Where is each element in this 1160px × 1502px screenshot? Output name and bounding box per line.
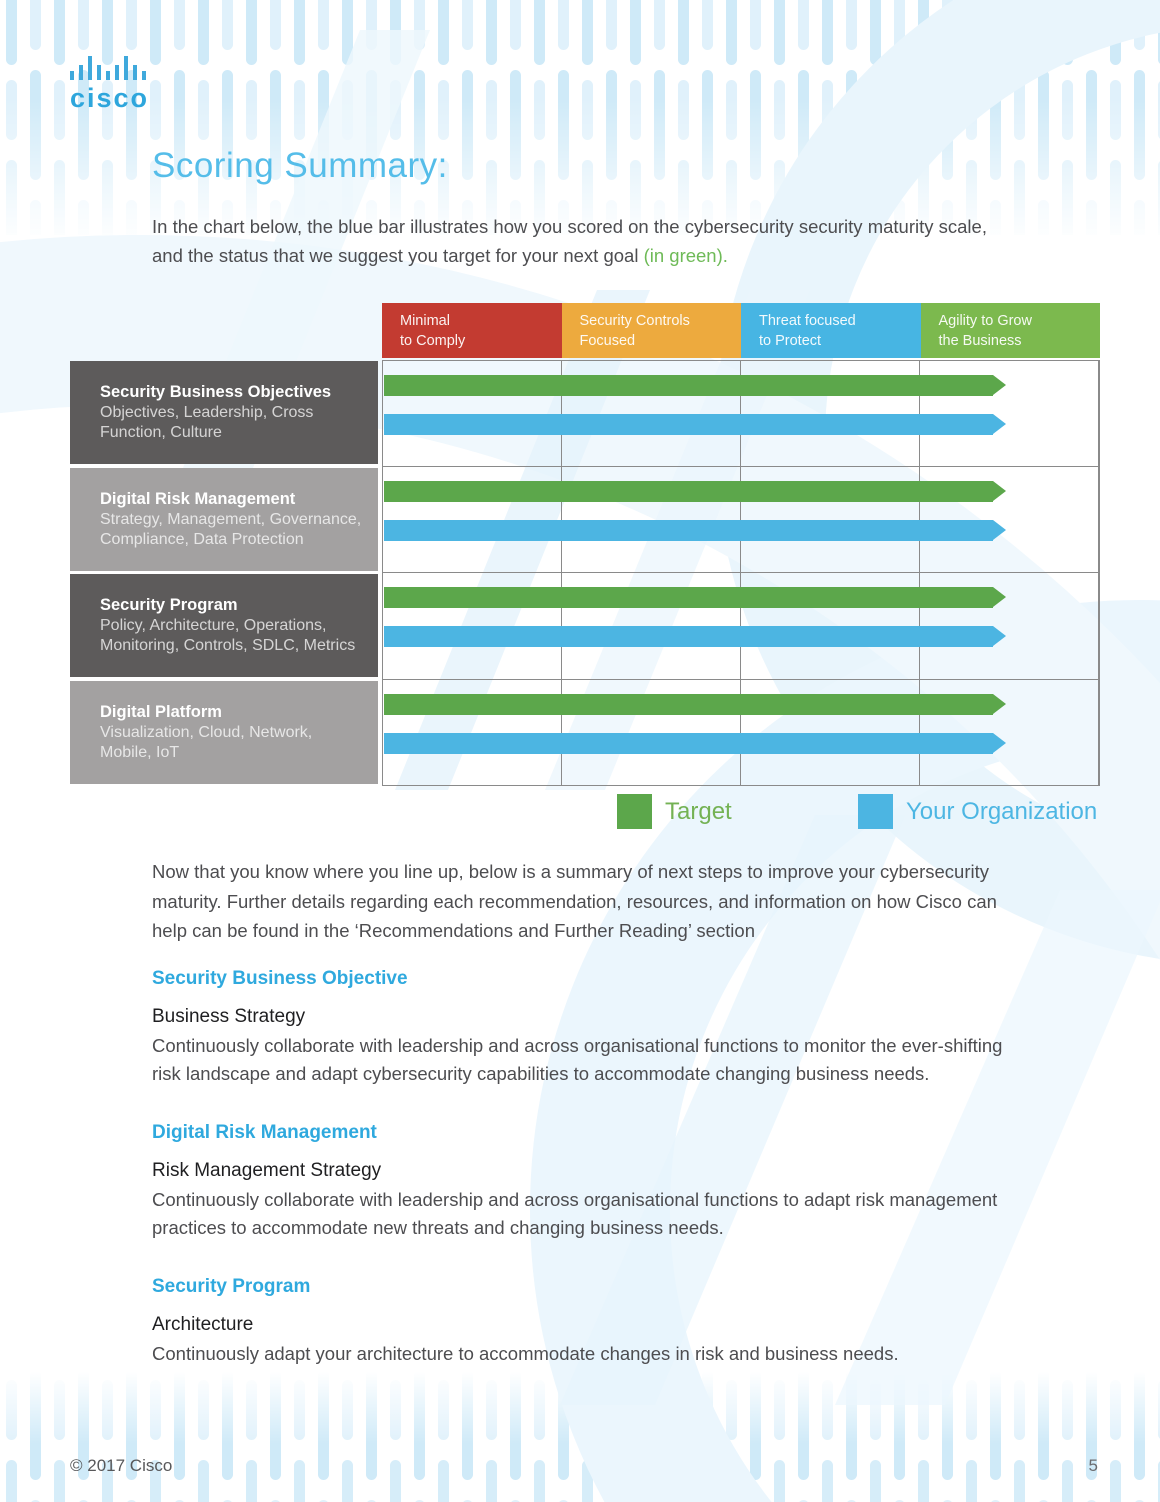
section-body: Continuously adapt your architecture to …: [152, 1343, 899, 1364]
chart-row: Digital Risk Management Strategy, Managem…: [70, 466, 1100, 573]
column-header: Minimal to Comply: [382, 303, 562, 358]
section-heading: Security Program: [152, 1276, 311, 1297]
grid-cell: [562, 466, 741, 572]
column-header-line: Threat focused: [759, 313, 856, 329]
grid-cell: [741, 679, 920, 785]
grid-cell: [920, 466, 1099, 572]
bar-arrow-tip: [992, 480, 1006, 501]
grid-cell: [383, 573, 562, 679]
bar-arrow-tip: [992, 693, 1006, 714]
grid-cell: [920, 573, 1099, 679]
chart-rows: Security Business Objectives Objectives, …: [70, 360, 1100, 786]
bar-arrow-tip: [992, 732, 1006, 753]
column-header-line: Security Controls: [579, 313, 690, 329]
page-title: Scoring Summary:: [152, 146, 448, 185]
legend-label: Your Organization: [906, 797, 1098, 825]
recommendation-section: Security Business Objective Business Stra…: [152, 968, 1022, 1088]
bar-arrow-tip: [992, 519, 1006, 540]
target-bar: [384, 375, 1006, 396]
column-header-line: to Protect: [759, 333, 822, 349]
cisco-logo-bars-icon: [70, 56, 146, 80]
grid-cell: [383, 361, 562, 466]
column-header-line: to Comply: [400, 333, 466, 349]
row-label: Security Program Policy, Architecture, Op…: [70, 574, 378, 677]
bar-arrow-tip: [992, 626, 1006, 646]
section-subheading: Risk Management Strategy: [152, 1160, 382, 1181]
your-organization-bar: [384, 519, 1006, 541]
legend-label: Target: [665, 797, 732, 825]
intro-paragraph: In the chart below, the blue bar illustr…: [152, 212, 1008, 270]
intro-text: In the chart below, the blue bar illustr…: [152, 216, 987, 266]
grid-cell: [741, 466, 920, 572]
row-title: Digital Platform: [100, 702, 222, 721]
bar-arrow-tip: [992, 414, 1006, 434]
grid-cell: [383, 679, 562, 785]
column-header-line: the Business: [938, 333, 1022, 349]
row-title: Security Business Objectives: [100, 383, 332, 401]
recommendation-section: Digital Risk Management Risk Management S…: [152, 1122, 1022, 1242]
row-subtitle: Objectives, Leadership, Cross Function, …: [100, 404, 314, 441]
grid-cell: [383, 466, 562, 572]
row-label: Digital Platform Visualization, Cloud, Ne…: [70, 680, 378, 784]
row-title: Digital Risk Management: [100, 489, 296, 508]
grid-cell: [920, 679, 1099, 785]
section-body: Continuously collaborate with leadership…: [152, 1035, 1003, 1084]
bar-arrow-tip: [992, 587, 1006, 607]
target-bar: [384, 480, 1006, 502]
row-subtitle: Strategy, Management, Governance, Compli…: [100, 510, 362, 548]
column-header: Agility to Grow the Business: [920, 303, 1100, 358]
legend-item: Your Organization: [858, 794, 1097, 829]
column-header-line: Focused: [579, 333, 636, 349]
column-header-line: Minimal: [400, 313, 450, 329]
section-heading: Digital Risk Management: [152, 1122, 377, 1143]
bar-arrow-tip: [992, 375, 1006, 395]
row-grid: [382, 360, 1100, 467]
row-subtitle: Visualization, Cloud, Network, Mobile, I…: [100, 723, 313, 761]
row-grid: [382, 573, 1100, 680]
legend-swatch: [858, 794, 893, 829]
row-title: Security Program: [100, 596, 238, 614]
legend-swatch: [617, 794, 652, 829]
row-grid: [382, 466, 1100, 573]
grid-cell: [562, 361, 741, 466]
grid-cell: [741, 361, 920, 466]
chart-row: Digital Platform Visualization, Cloud, Ne…: [70, 679, 1100, 786]
footer-copyright: © 2017 Cisco: [70, 1456, 173, 1475]
grid-cell: [562, 679, 741, 785]
grid-cell: [741, 573, 920, 679]
grid-cell: [920, 361, 1099, 466]
recommendation-section: Security Program Architecture Continuously…: [152, 1276, 1022, 1368]
column-header: Threat focused to Protect: [741, 303, 921, 358]
column-header-line: Agility to Grow: [938, 313, 1032, 329]
row-subtitle: Policy, Architecture, Operations, Monito…: [100, 617, 356, 654]
section-subheading: Business Strategy: [152, 1006, 306, 1027]
chart-column-headers: Minimal to Comply Security Controls Focused…: [382, 303, 1100, 358]
chart-row: Security Business Objectives Objectives, …: [70, 360, 1100, 467]
section-body: Continuously collaborate with leadership…: [152, 1189, 998, 1238]
cisco-logo: cisco: [70, 54, 150, 113]
legend-item: Target: [617, 794, 732, 829]
intro-highlight: (in green).: [643, 245, 728, 266]
section-subheading: Architecture: [152, 1314, 254, 1335]
column-header: Security Controls Focused: [561, 303, 741, 358]
your-organization-bar: [384, 732, 1006, 754]
section-heading: Security Business Objective: [152, 968, 408, 989]
cisco-logo-text: cisco: [70, 83, 150, 113]
footer-page-number: 5: [1088, 1456, 1098, 1475]
row-label: Security Business Objectives Objectives, …: [70, 361, 378, 464]
target-bar: [384, 587, 1006, 608]
summary-paragraph: Now that you know where you line up, bel…: [152, 861, 997, 941]
your-organization-bar: [384, 626, 1006, 647]
chart-row: Security Program Policy, Architecture, Op…: [70, 573, 1100, 680]
row-grid: [382, 679, 1100, 786]
target-bar: [384, 693, 1006, 715]
maturity-chart: Minimal to Comply Security Controls Focused…: [70, 303, 1100, 786]
row-label: Digital Risk Management Strategy, Managem…: [70, 467, 378, 571]
recommendation-sections: Security Business Objective Business Stra…: [152, 968, 1022, 1368]
grid-cell: [562, 573, 741, 679]
your-organization-bar: [384, 414, 1006, 435]
